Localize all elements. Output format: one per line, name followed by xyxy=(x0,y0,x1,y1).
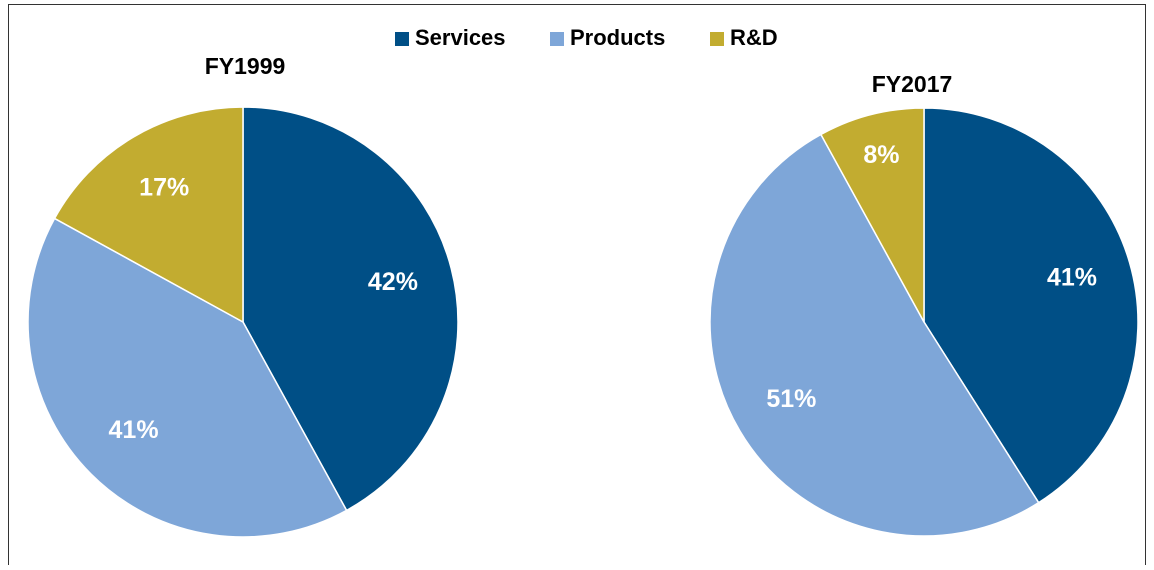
slice-label: 41% xyxy=(1047,264,1097,292)
legend-label: Products xyxy=(570,25,665,50)
slice-label: 8% xyxy=(863,141,899,169)
pie-slice xyxy=(923,107,1139,504)
pie-slice xyxy=(53,106,244,324)
slice-label: 42% xyxy=(368,268,418,296)
legend-label: Services xyxy=(415,25,506,50)
pie-slice xyxy=(709,133,1040,537)
slice-label: 51% xyxy=(766,385,816,413)
legend-swatch xyxy=(550,32,564,46)
legend-swatch xyxy=(710,32,724,46)
pie-slice xyxy=(242,106,459,512)
pie-title: FY1999 xyxy=(205,53,286,79)
legend-swatch xyxy=(395,32,409,46)
legend-label: R&D xyxy=(730,25,778,50)
pie-slice xyxy=(819,107,925,323)
pie-title: FY2017 xyxy=(872,71,953,97)
pie-slice xyxy=(27,217,348,538)
slice-label: 17% xyxy=(139,173,189,201)
slice-label: 41% xyxy=(109,416,159,444)
